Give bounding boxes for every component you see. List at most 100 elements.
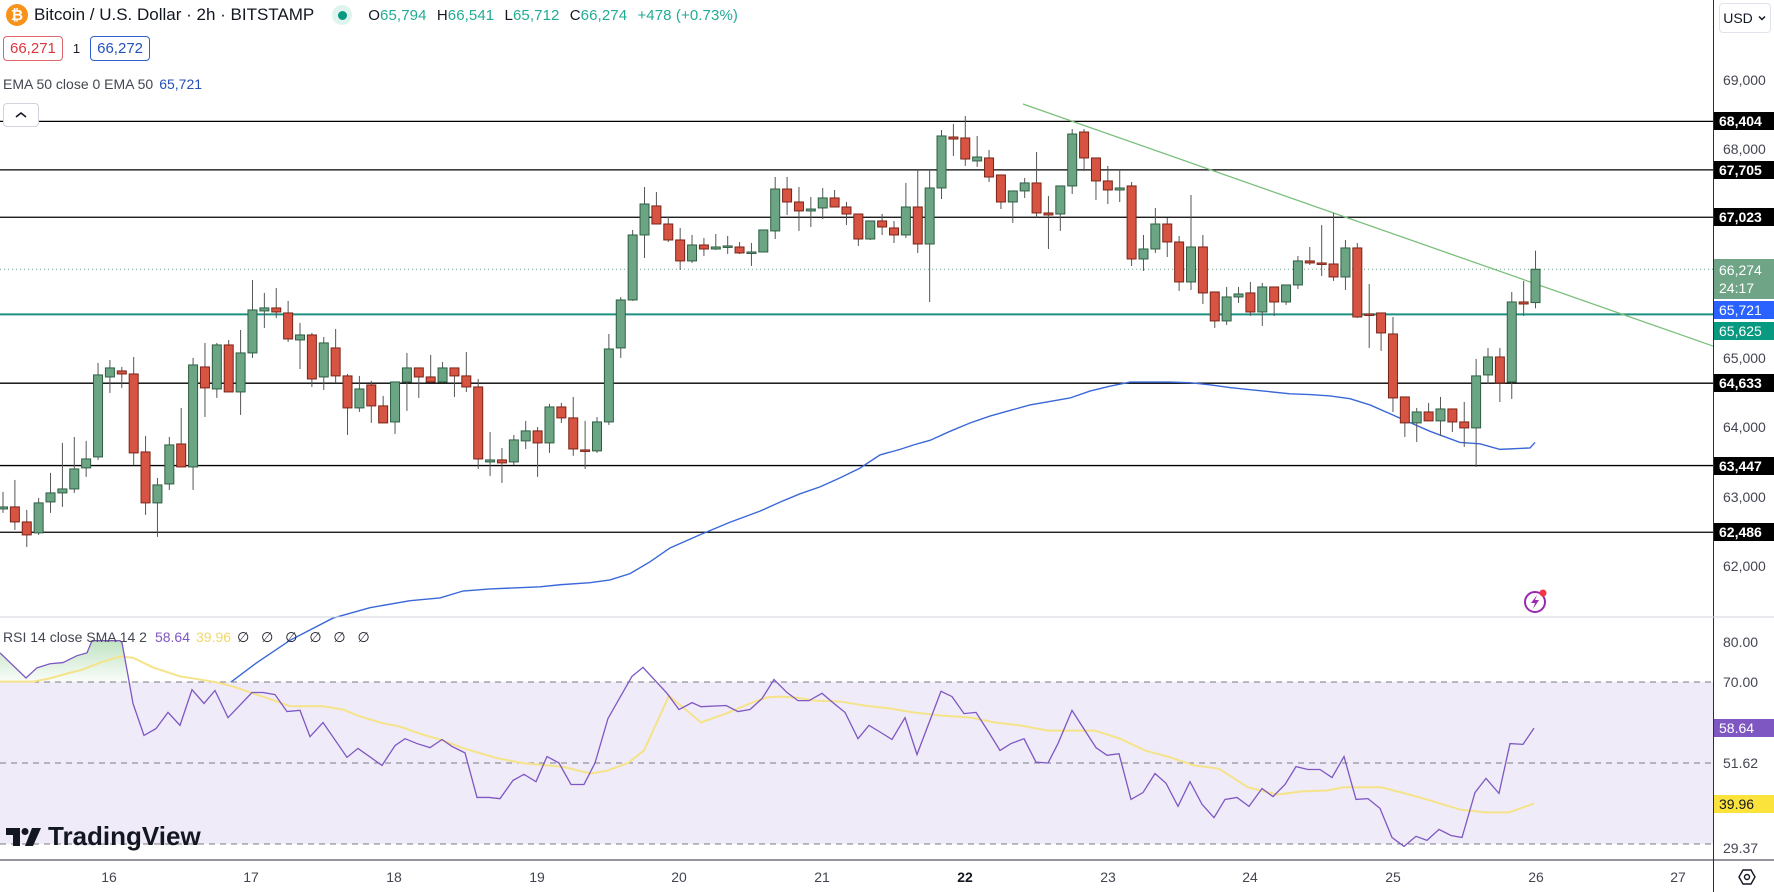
candle (1483, 347, 1493, 384)
time-axis-label: 26 (1528, 869, 1544, 885)
open-value: 65,794 (380, 6, 427, 24)
candle (984, 149, 995, 182)
candle (21, 509, 32, 547)
spread-value: 1 (72, 41, 81, 56)
candle (330, 328, 341, 383)
rsi-value-tag: 58.64 (1714, 719, 1774, 737)
candle (401, 352, 412, 411)
candle (603, 333, 614, 425)
candle (1055, 185, 1066, 231)
collapse-legend-button[interactable] (3, 103, 39, 127)
currency-selector[interactable]: USD (1719, 3, 1771, 33)
tradingview-logo-text: TradingView (48, 821, 201, 851)
lightning-alert-icon[interactable] (1522, 587, 1550, 615)
buy-button[interactable]: 66,272 (90, 36, 151, 61)
candle (1067, 129, 1078, 195)
rsi-pane[interactable] (0, 640, 1713, 848)
candle (758, 229, 769, 253)
tradingview-logo-icon (6, 827, 41, 846)
current-price-value: 66,274 (1719, 262, 1762, 279)
current-price-tag: 66,274 24:17 (1714, 259, 1774, 300)
candle (485, 431, 496, 476)
time-axis-label: 24 (1242, 869, 1258, 885)
candle (580, 420, 591, 469)
time-axis-label: 23 (1100, 869, 1116, 885)
candle (710, 233, 721, 250)
candle (793, 186, 804, 231)
candle (734, 241, 745, 254)
candle (1257, 282, 1268, 326)
candle (995, 174, 1006, 210)
candle (1447, 408, 1458, 432)
rsi-legend[interactable]: RSI 14 close SMA 14 2 58.64 39.96 ∅ ∅ ∅ ∅ ∅… (3, 629, 374, 646)
market-open-status-icon (332, 5, 353, 25)
symbol-title[interactable]: Bitcoin / U.S. Dollar · 2h · BITSTAMP (34, 5, 315, 24)
candle (698, 237, 709, 256)
price-tick-label: 69,000 (1723, 72, 1766, 88)
rsi-null-values: ∅ ∅ ∅ ∅ ∅ ∅ (237, 629, 374, 645)
candle (211, 342, 222, 398)
candle (1506, 291, 1517, 399)
candle (1352, 242, 1363, 318)
ohlc-values: O65,794 H66,541 L65,712 C66,274 +478 (+0… (368, 6, 738, 24)
time-axis-label: 27 (1670, 869, 1686, 885)
candle (972, 135, 983, 167)
candle (1304, 246, 1315, 265)
candle (1269, 286, 1280, 316)
candle (1090, 157, 1101, 200)
candle (651, 191, 662, 225)
support-price-tag: 65,625 (1714, 322, 1774, 340)
candle (1340, 239, 1351, 290)
candle (1411, 407, 1422, 442)
candle (948, 124, 959, 156)
candle (900, 182, 911, 238)
rsi-legend-value: 58.64 (154, 629, 191, 645)
candle (1174, 235, 1185, 291)
price-tick-label: 65,000 (1723, 349, 1766, 366)
candle (1114, 169, 1125, 202)
rsi-tick-label: 70.00 (1723, 674, 1759, 690)
downtrend-line (1022, 103, 1714, 347)
candle (663, 216, 674, 242)
candle (508, 434, 519, 465)
time-axis-label: 25 (1385, 869, 1401, 885)
candle (556, 402, 567, 423)
candle (1102, 165, 1113, 205)
candle (532, 426, 543, 477)
candle (782, 176, 793, 215)
candle (722, 235, 733, 254)
chart-settings-button[interactable] (1736, 866, 1758, 888)
candle (473, 378, 484, 469)
candle (1233, 286, 1244, 303)
candle (853, 213, 864, 246)
candle (390, 381, 401, 434)
ema-price-tag: 65,721 (1714, 301, 1774, 319)
candle (425, 354, 436, 383)
candle (639, 186, 650, 258)
candle (1281, 284, 1292, 305)
candle (877, 213, 888, 235)
time-axis-label: 22 (957, 869, 973, 885)
price-pane[interactable] (0, 103, 1714, 721)
price-tick-label: 68,000 (1723, 141, 1766, 158)
candle (675, 227, 686, 270)
high-value: 66,541 (447, 6, 495, 24)
candle (235, 329, 246, 415)
candle (829, 189, 840, 208)
symbol-legend[interactable]: ₿ Bitcoin / U.S. Dollar · 2h · BITSTAMP … (6, 4, 738, 26)
tradingview-logo[interactable]: TradingView (6, 821, 201, 852)
ema-legend[interactable]: EMA 50 close 0 EMA 50 65,721 (3, 76, 202, 92)
candle (496, 447, 507, 483)
candle (283, 300, 294, 342)
candle (1494, 347, 1505, 402)
candle (592, 416, 602, 453)
candle (140, 435, 151, 515)
rsi-sma-legend-value: 39.96 (196, 629, 232, 645)
candle (1387, 316, 1398, 412)
candle (1209, 291, 1220, 328)
level-price-tag: 62,486 (1714, 523, 1774, 542)
rsi-tick-label: 29.37 (1723, 840, 1759, 856)
sell-button[interactable]: 66,271 (3, 36, 63, 61)
